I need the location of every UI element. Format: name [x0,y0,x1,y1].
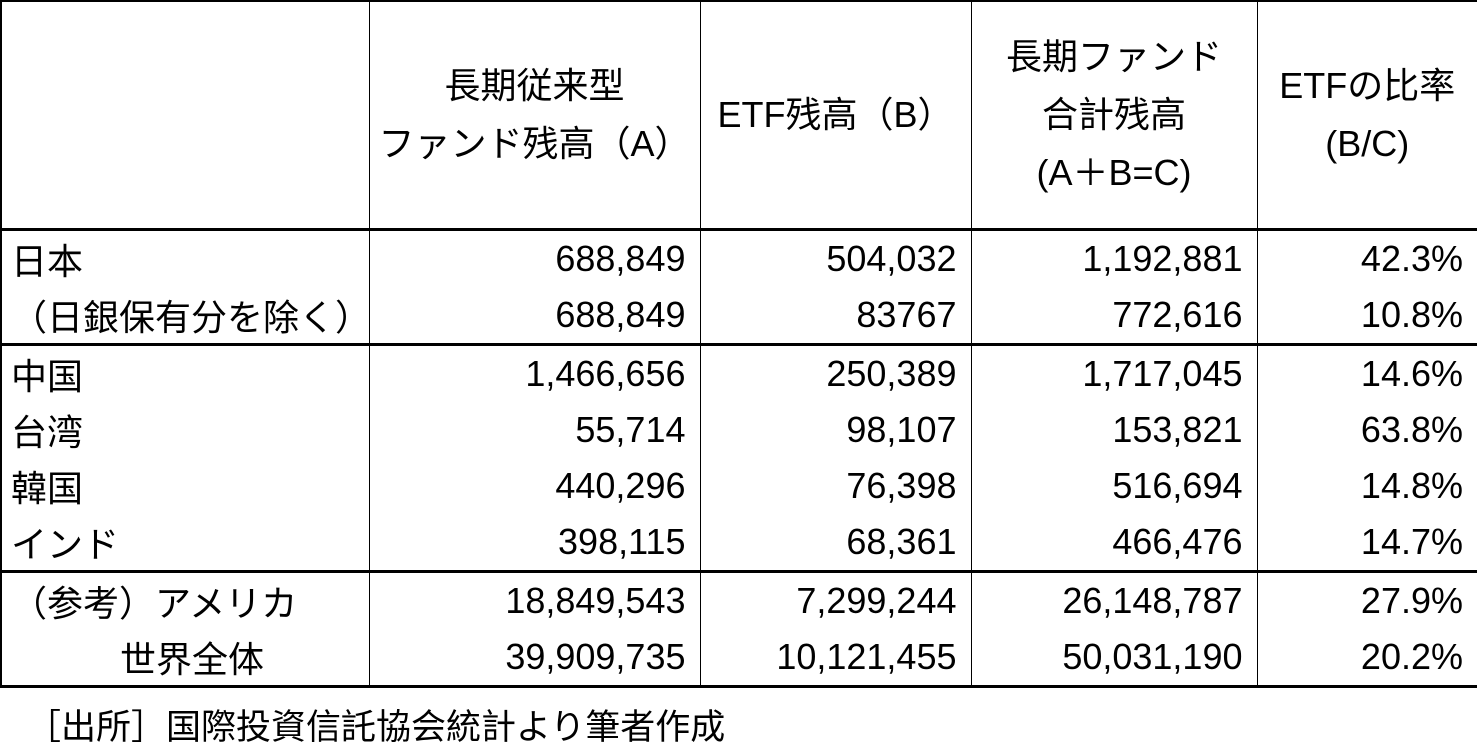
cell-ratio: 27.9% [1257,572,1477,630]
cell-total-c: 50,031,190 [971,629,1257,687]
cell-fund-a: 18,849,543 [369,572,700,630]
table-row-usa-reference: （参考）アメリカ 18,849,543 7,299,244 26,148,787… [1,572,1477,630]
cell-total-c: 1,192,881 [971,230,1257,288]
cell-fund-a: 398,115 [369,514,700,572]
cell-fund-a: 39,909,735 [369,629,700,687]
col-header-total-c: 長期ファンド 合計残高 (A＋B=C) [971,1,1257,230]
cell-etf-b: 10,121,455 [700,629,971,687]
col-header-line: ETFの比率 [1258,57,1477,115]
cell-ratio: 20.2% [1257,629,1477,687]
col-header-line: 長期従来型 [370,57,700,115]
cell-ratio: 14.7% [1257,514,1477,572]
table-row-korea: 韓国 440,296 76,398 516,694 14.8% [1,458,1477,514]
cell-fund-a: 1,466,656 [369,345,700,403]
etf-balance-table: 長期従来型 ファンド残高（A） ETF残高（B） 長期ファンド 合計残高 (A＋… [0,0,1477,688]
cell-ratio: 14.6% [1257,345,1477,403]
cell-etf-b: 83767 [700,287,971,345]
col-header-line: 合計残高 [972,86,1257,144]
col-header-ratio: ETFの比率 (B/C) [1257,1,1477,230]
cell-etf-b: 76,398 [700,458,971,514]
table-row-japan: 日本 688,849 504,032 1,192,881 42.3% [1,230,1477,288]
row-label: （参考）アメリカ [1,572,369,630]
table-row-india: インド 398,115 68,361 466,476 14.7% [1,514,1477,572]
col-header-line: ETF残高（B） [701,86,971,144]
cell-fund-a: 440,296 [369,458,700,514]
cell-etf-b: 68,361 [700,514,971,572]
row-label: 世界全体 [1,629,369,687]
source-note: ［出所］国際投資信託協会統計より筆者作成 [0,688,1477,750]
cell-etf-b: 250,389 [700,345,971,403]
table-row-world-total: 世界全体 39,909,735 10,121,455 50,031,190 20… [1,629,1477,687]
cell-total-c: 1,717,045 [971,345,1257,403]
col-header-line: (A＋B=C) [972,144,1257,202]
row-label: 中国 [1,345,369,403]
col-header-line: ファンド残高（A） [370,115,700,173]
col-header-country [1,1,369,230]
cell-fund-a: 55,714 [369,402,700,458]
cell-total-c: 772,616 [971,287,1257,345]
col-header-fund-a: 長期従来型 ファンド残高（A） [369,1,700,230]
row-label: インド [1,514,369,572]
cell-etf-b: 7,299,244 [700,572,971,630]
col-header-line: 長期ファンド [972,28,1257,86]
cell-ratio: 42.3% [1257,230,1477,288]
cell-fund-a: 688,849 [369,287,700,345]
cell-ratio: 63.8% [1257,402,1477,458]
table-row-japan-ex-boj: （日銀保有分を除く） 688,849 83767 772,616 10.8% [1,287,1477,345]
cell-fund-a: 688,849 [369,230,700,288]
row-label: 台湾 [1,402,369,458]
cell-total-c: 516,694 [971,458,1257,514]
cell-total-c: 466,476 [971,514,1257,572]
cell-etf-b: 98,107 [700,402,971,458]
cell-total-c: 26,148,787 [971,572,1257,630]
header-row: 長期従来型 ファンド残高（A） ETF残高（B） 長期ファンド 合計残高 (A＋… [1,1,1477,230]
cell-ratio: 14.8% [1257,458,1477,514]
row-label: 韓国 [1,458,369,514]
col-header-etf-b: ETF残高（B） [700,1,971,230]
row-label: 日本 [1,230,369,288]
cell-ratio: 10.8% [1257,287,1477,345]
table-row-china: 中国 1,466,656 250,389 1,717,045 14.6% [1,345,1477,403]
row-label: （日銀保有分を除く） [1,287,369,345]
cell-etf-b: 504,032 [700,230,971,288]
col-header-line: (B/C) [1258,115,1477,173]
table-row-taiwan: 台湾 55,714 98,107 153,821 63.8% [1,402,1477,458]
cell-total-c: 153,821 [971,402,1257,458]
